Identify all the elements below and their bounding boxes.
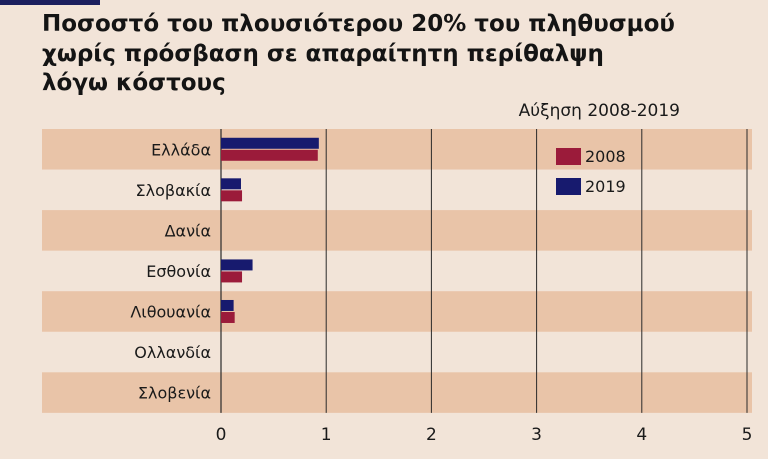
category-label: Σλοβενία xyxy=(138,384,211,403)
category-label: Ελλάδα xyxy=(151,140,211,159)
legend-label-2008: 2008 xyxy=(585,146,626,166)
legend-swatch-2008 xyxy=(556,147,581,165)
legend-item-2008: 2008 xyxy=(556,141,626,171)
x-tick-label: 5 xyxy=(742,425,753,445)
row-band xyxy=(42,210,752,251)
category-label: Σλοβακία xyxy=(135,181,211,200)
title-line: Ποσοστό του πλουσιότερου 20% του πληθυσμ… xyxy=(42,11,675,37)
bar-2019 xyxy=(221,299,234,311)
row-band xyxy=(42,129,752,170)
legend-item-2019: 2019 xyxy=(556,171,626,201)
category-label: Εσθονία xyxy=(146,262,211,281)
bar-2008 xyxy=(221,149,318,161)
legend-label-2019: 2019 xyxy=(585,176,626,196)
row-band xyxy=(42,291,752,332)
x-tick-label: 3 xyxy=(531,425,542,445)
category-label: Λιθουανία xyxy=(130,302,211,321)
x-tick-label: 1 xyxy=(321,425,332,445)
bar-2008 xyxy=(221,311,235,323)
legend-swatch-2019 xyxy=(556,177,581,195)
x-tick-label: 4 xyxy=(636,425,647,445)
accent-bar xyxy=(0,0,100,5)
bar-2019 xyxy=(221,178,241,190)
title-line: λόγω κόστους xyxy=(42,70,226,96)
x-tick-label: 0 xyxy=(216,425,227,445)
chart-subtitle: Αύξηση 2008-2019 xyxy=(518,101,680,121)
bar-2008 xyxy=(221,271,243,283)
bar-2019 xyxy=(221,137,319,149)
category-label: Ολλανδία xyxy=(134,343,211,362)
bar-2008 xyxy=(221,190,243,202)
bar-2019 xyxy=(221,259,253,271)
category-label: Δανία xyxy=(165,221,211,240)
title-line: χωρίς πρόσβαση σε απαραίτητη περίθαλψη xyxy=(42,40,604,67)
chart-title: Ποσοστό του πλουσιότερου 20% του πληθυσμ… xyxy=(42,10,742,99)
chart-legend: 2008 2019 xyxy=(556,141,626,201)
x-tick-label: 2 xyxy=(426,425,437,445)
row-band xyxy=(42,372,752,413)
